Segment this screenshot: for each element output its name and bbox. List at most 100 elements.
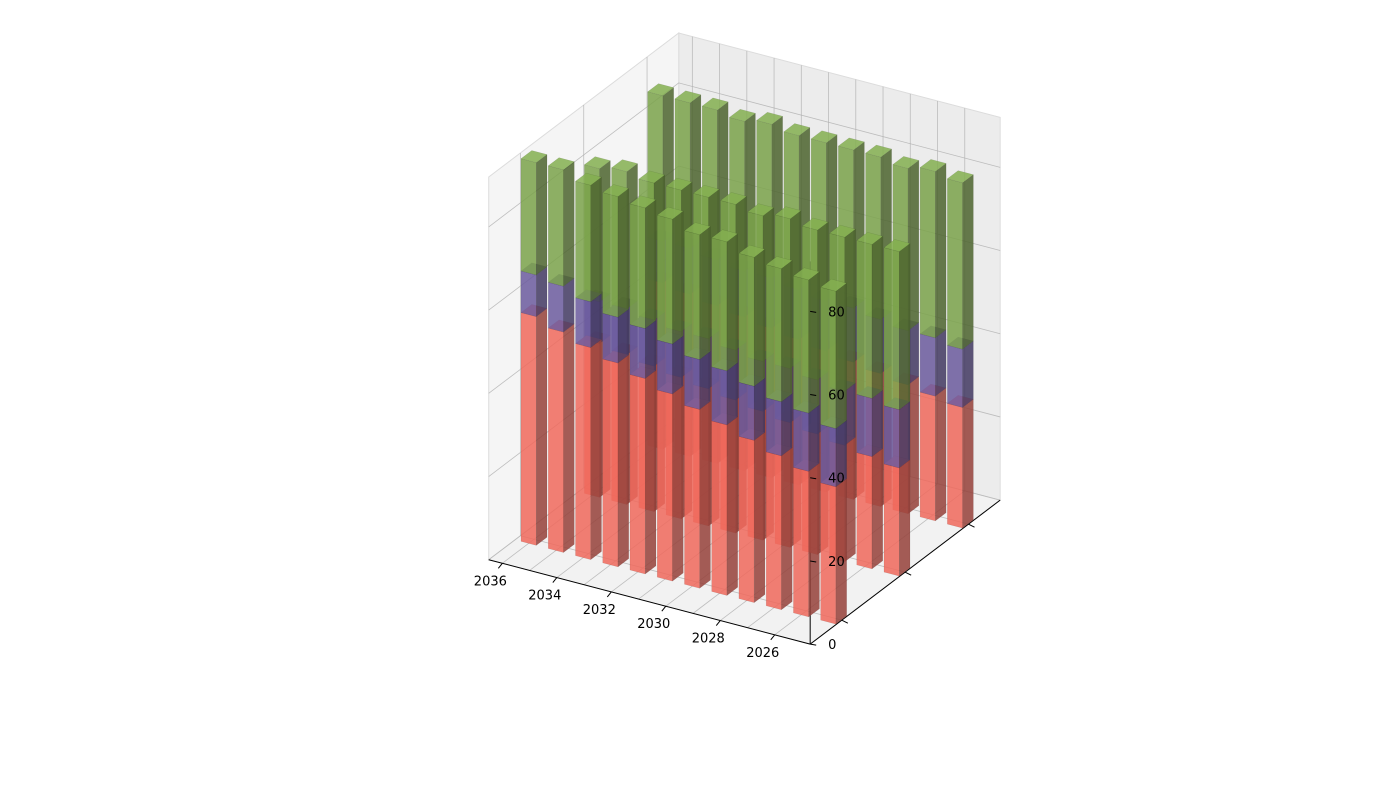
bar-top-face (856, 232, 884, 245)
bar-top-face (719, 192, 748, 205)
bar-top-face (946, 170, 974, 184)
bar-front-face (765, 397, 782, 457)
z-tick (810, 643, 817, 646)
x-tick (497, 562, 503, 569)
bar-top-face (919, 159, 947, 172)
z-tick (810, 477, 817, 480)
bar-side-face (672, 210, 684, 345)
x-tick-label: 2030 (637, 617, 670, 632)
bar-front-face (947, 178, 963, 350)
bar-segment (919, 159, 947, 339)
z-tick (810, 310, 817, 313)
bar-side-face (644, 369, 657, 575)
bar-front-face (656, 214, 673, 345)
bar-side-face (726, 362, 738, 426)
bar-side-face (935, 387, 947, 522)
bar-segment (520, 150, 548, 276)
x-tick-label: 2032 (583, 603, 616, 618)
bar-segment (547, 157, 575, 287)
bar-segment (711, 412, 739, 596)
bar-side-face (871, 389, 884, 458)
bar-segment (683, 396, 712, 589)
bar-front-face (575, 297, 591, 348)
bar-front-face (684, 230, 700, 360)
bar-side-face (563, 323, 575, 554)
bar-top-face (892, 156, 920, 169)
bar-side-face (563, 277, 575, 333)
bar-front-face (602, 312, 619, 364)
bar-side-face (962, 174, 974, 350)
bar-front-face (575, 180, 591, 303)
bar-side-face (753, 431, 766, 604)
bar-front-face (883, 463, 900, 577)
bar-front-face (793, 466, 809, 618)
bar-top-face (765, 256, 793, 269)
bar-front-face (883, 247, 900, 411)
bar-top-face (883, 239, 911, 252)
bar-top-face (738, 244, 766, 258)
bar-top-face (747, 203, 775, 217)
z-tick-label: 20 (828, 555, 845, 570)
x-tick (715, 620, 721, 626)
bar-front-face (656, 339, 673, 395)
bar-top-face (629, 195, 657, 209)
bar-side-face (935, 162, 947, 339)
bar-top-face (602, 184, 630, 197)
bar-segment (574, 335, 603, 561)
bar-side-face (644, 319, 657, 379)
bar-front-face (547, 327, 564, 553)
bar-front-face (629, 324, 646, 379)
bar-top-face (820, 278, 848, 292)
bar-front-face (547, 281, 564, 333)
bar-side-face (590, 293, 602, 349)
bar-front-face (602, 192, 619, 318)
bar-segment (602, 184, 630, 318)
z-tick-label: 60 (828, 389, 845, 404)
bar-segment (656, 206, 684, 345)
bar-front-face (919, 167, 936, 339)
x-tick-label: 2034 (528, 589, 561, 604)
bar-segment (520, 304, 548, 546)
bar-side-face (672, 385, 684, 582)
bar-segment (856, 232, 884, 399)
bar-side-face (898, 401, 911, 469)
bar-front-face (793, 275, 809, 414)
bar-side-face (808, 462, 820, 618)
bar-segment (919, 383, 947, 522)
bar-front-face (856, 394, 873, 457)
bars (520, 83, 974, 625)
bar-top-face (683, 222, 712, 235)
bar-side-face (699, 350, 711, 410)
bar-front-face (656, 389, 673, 582)
bar-front-face (765, 451, 782, 611)
bar-top-face (756, 111, 784, 125)
bar-side-face (726, 233, 738, 372)
bar-top-face (520, 150, 548, 163)
bar-top-face (674, 90, 702, 104)
bar-side-face (699, 400, 711, 589)
bar-side-face (617, 354, 629, 568)
bar-top-face (574, 172, 603, 186)
bar-front-face (629, 203, 646, 329)
bar-side-face (781, 259, 793, 403)
bar-segment (765, 256, 793, 403)
bar-front-face (711, 420, 728, 596)
bar-front-face (856, 240, 873, 399)
bar-front-face (947, 344, 963, 408)
bar-front-face (547, 165, 564, 287)
bar-top-face (665, 177, 693, 191)
bar-top-face (837, 137, 865, 151)
bar-segment (856, 444, 884, 570)
tick-labels: 2036 2034 2032 2030 2028 2026 0 20 40 60 80 (474, 305, 975, 661)
bar-front-face (856, 452, 873, 570)
bar-front-face (738, 253, 755, 387)
bar-front-face (919, 333, 936, 397)
bar-side-face (935, 329, 947, 397)
y-tick (841, 619, 849, 624)
x-tick (661, 605, 667, 612)
bar-front-face (711, 366, 728, 426)
bar-side-face (835, 478, 847, 625)
bar-segment (820, 474, 848, 625)
bar-segment (656, 381, 684, 582)
